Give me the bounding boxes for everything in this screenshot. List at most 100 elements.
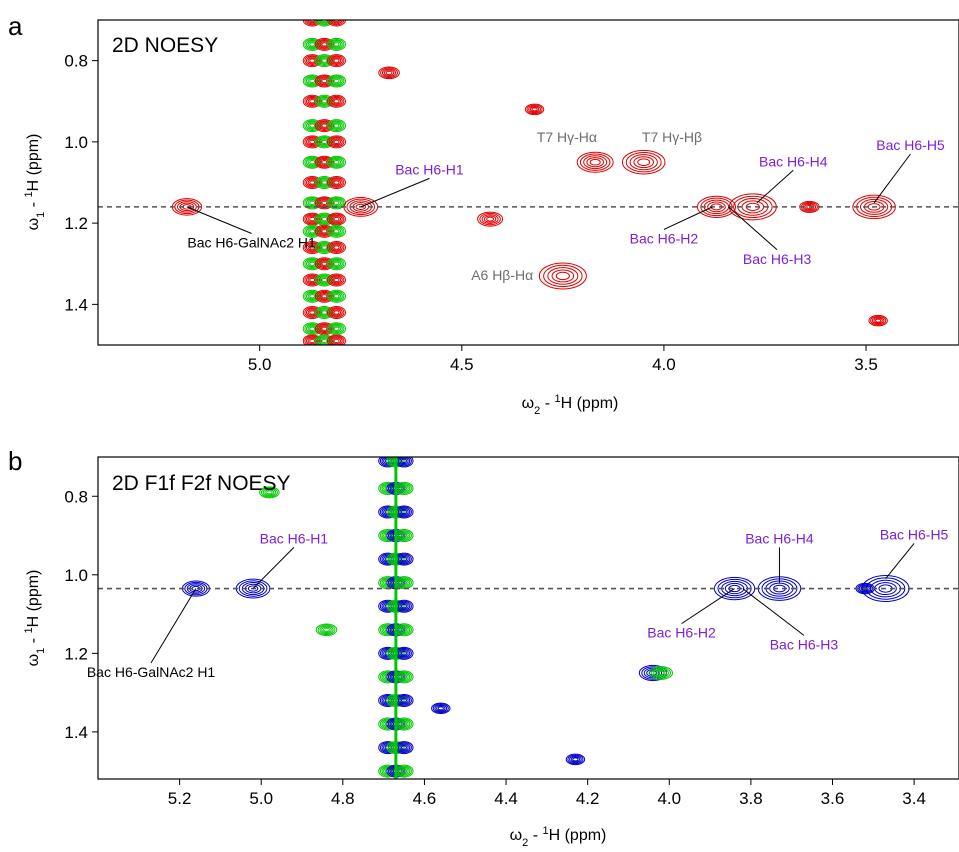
panel-b-y-ticks: 0.8 1.0 1.2 1.4 [64,487,98,742]
band-spot-contour [328,274,345,286]
panel-b-frame [97,456,959,780]
peak-annotation: Bac H6-H3 [743,251,812,267]
band-spot-contour [314,196,334,210]
band-spot-contour [319,260,330,268]
cross-peak-contour [264,489,275,496]
cross-peak-contour [483,215,497,223]
cross-peak-contour [629,154,658,171]
band-spot [326,94,346,108]
band-spot [314,289,334,303]
band-spot-contour [331,179,342,186]
band-spot-contour [401,651,408,656]
cross-peak [477,211,504,227]
cross-peak-contour [655,669,667,677]
band-spot [326,119,346,133]
band-spot-contour [319,77,330,85]
x-tick-label: 5.0 [249,789,273,808]
band-spot-contour [309,245,316,250]
band-spot-contour [304,120,321,132]
band-spot [302,196,322,210]
band-spot-contour [318,324,331,334]
band-spot [326,273,346,287]
band-spot-contour [319,20,330,24]
cross-peak [259,486,280,499]
band-spot-contour [333,245,340,250]
band-spot-contour [316,95,333,107]
band-spot-contour [309,123,316,128]
band-spot-contour [330,291,343,301]
cross-peak-contour [565,753,586,766]
band-spot-contour [330,243,343,252]
band-spot-contour [399,650,409,657]
annotation-leader-line [681,588,735,625]
band-spot-contour [399,555,409,563]
band-spot-contour [399,485,409,492]
band-spot [302,224,322,238]
cross-peak-contour [589,158,601,166]
band-spot [394,505,414,519]
band-spot-contour [305,259,319,269]
panel-b-y-axis-label: ω1 - 1H (ppm) [23,570,47,667]
band-spot-contour [318,137,331,147]
band-spot-contour [316,75,333,87]
cross-peak-contour [569,755,582,764]
band-spot-contour [309,261,316,266]
panel-a-x-axis-label: ω2 - 1H (ppm) [522,393,619,417]
band-spot [326,54,346,68]
cross-peak-contour [633,156,655,169]
band-spot-contour [328,120,345,132]
band-spot-contour [401,698,408,703]
band-spot-contour [397,649,411,658]
cross-peak-contour [875,318,882,323]
band-spot-contour [384,486,391,491]
panel-b-x-ticks: 5.2 5.0 4.8 4.6 4.4 4.2 4.0 3.8 3.6 3.4 [168,779,926,808]
cross-peak-contour [538,262,587,290]
band-spot-contour [333,78,340,84]
cross-peak-contour [432,703,449,714]
cross-peak-contour [570,756,581,763]
band-spot [302,94,322,108]
band-spot-contour [318,56,331,65]
band-spot [378,741,398,755]
band-spot [302,74,322,88]
band-spot-contour [318,259,331,269]
band-spot-contour [304,307,321,318]
band-spot-contour [333,160,340,165]
cross-peak-contour [728,193,777,221]
y-tick-label: 1.2 [64,644,88,663]
y-tick-label: 1.4 [64,723,88,742]
band-spot-contour [333,216,340,222]
band-spot-contour [307,244,317,251]
band-spot-contour [328,38,345,50]
band-spot-contour [333,20,340,23]
band-spot-contour [333,261,340,266]
cross-peak-contour [649,666,674,680]
band-spot-contour [333,277,340,283]
x-tick-label: 4.4 [494,789,518,808]
band-spot-contour [318,76,331,86]
cross-peak-contour [385,70,393,75]
band-spot-contour [321,42,328,47]
x-tick-label: 3.6 [821,789,845,808]
band-spot-contour [319,199,330,207]
band-spot-contour [326,119,346,133]
band-spot-contour [328,197,345,209]
band-spot-contour [307,337,317,345]
band-spot-contour [321,261,328,266]
band-spot-contour [326,241,346,254]
band-spot-contour [314,224,334,238]
band-spot-contour [302,224,322,238]
band-spot-contour [305,291,319,301]
band-spot-contour [384,651,391,656]
band-spot [378,599,398,613]
band-spot-contour [307,138,317,146]
band-spot-contour [309,99,316,104]
cross-peak-contour [741,200,765,214]
band-spot-contour [305,40,319,49]
band-spot-contour [331,276,342,284]
x-tick-label: 4.5 [450,355,474,374]
band-spot [314,212,334,226]
cross-peak-contour [319,625,334,634]
band-spot-contour [321,99,328,104]
